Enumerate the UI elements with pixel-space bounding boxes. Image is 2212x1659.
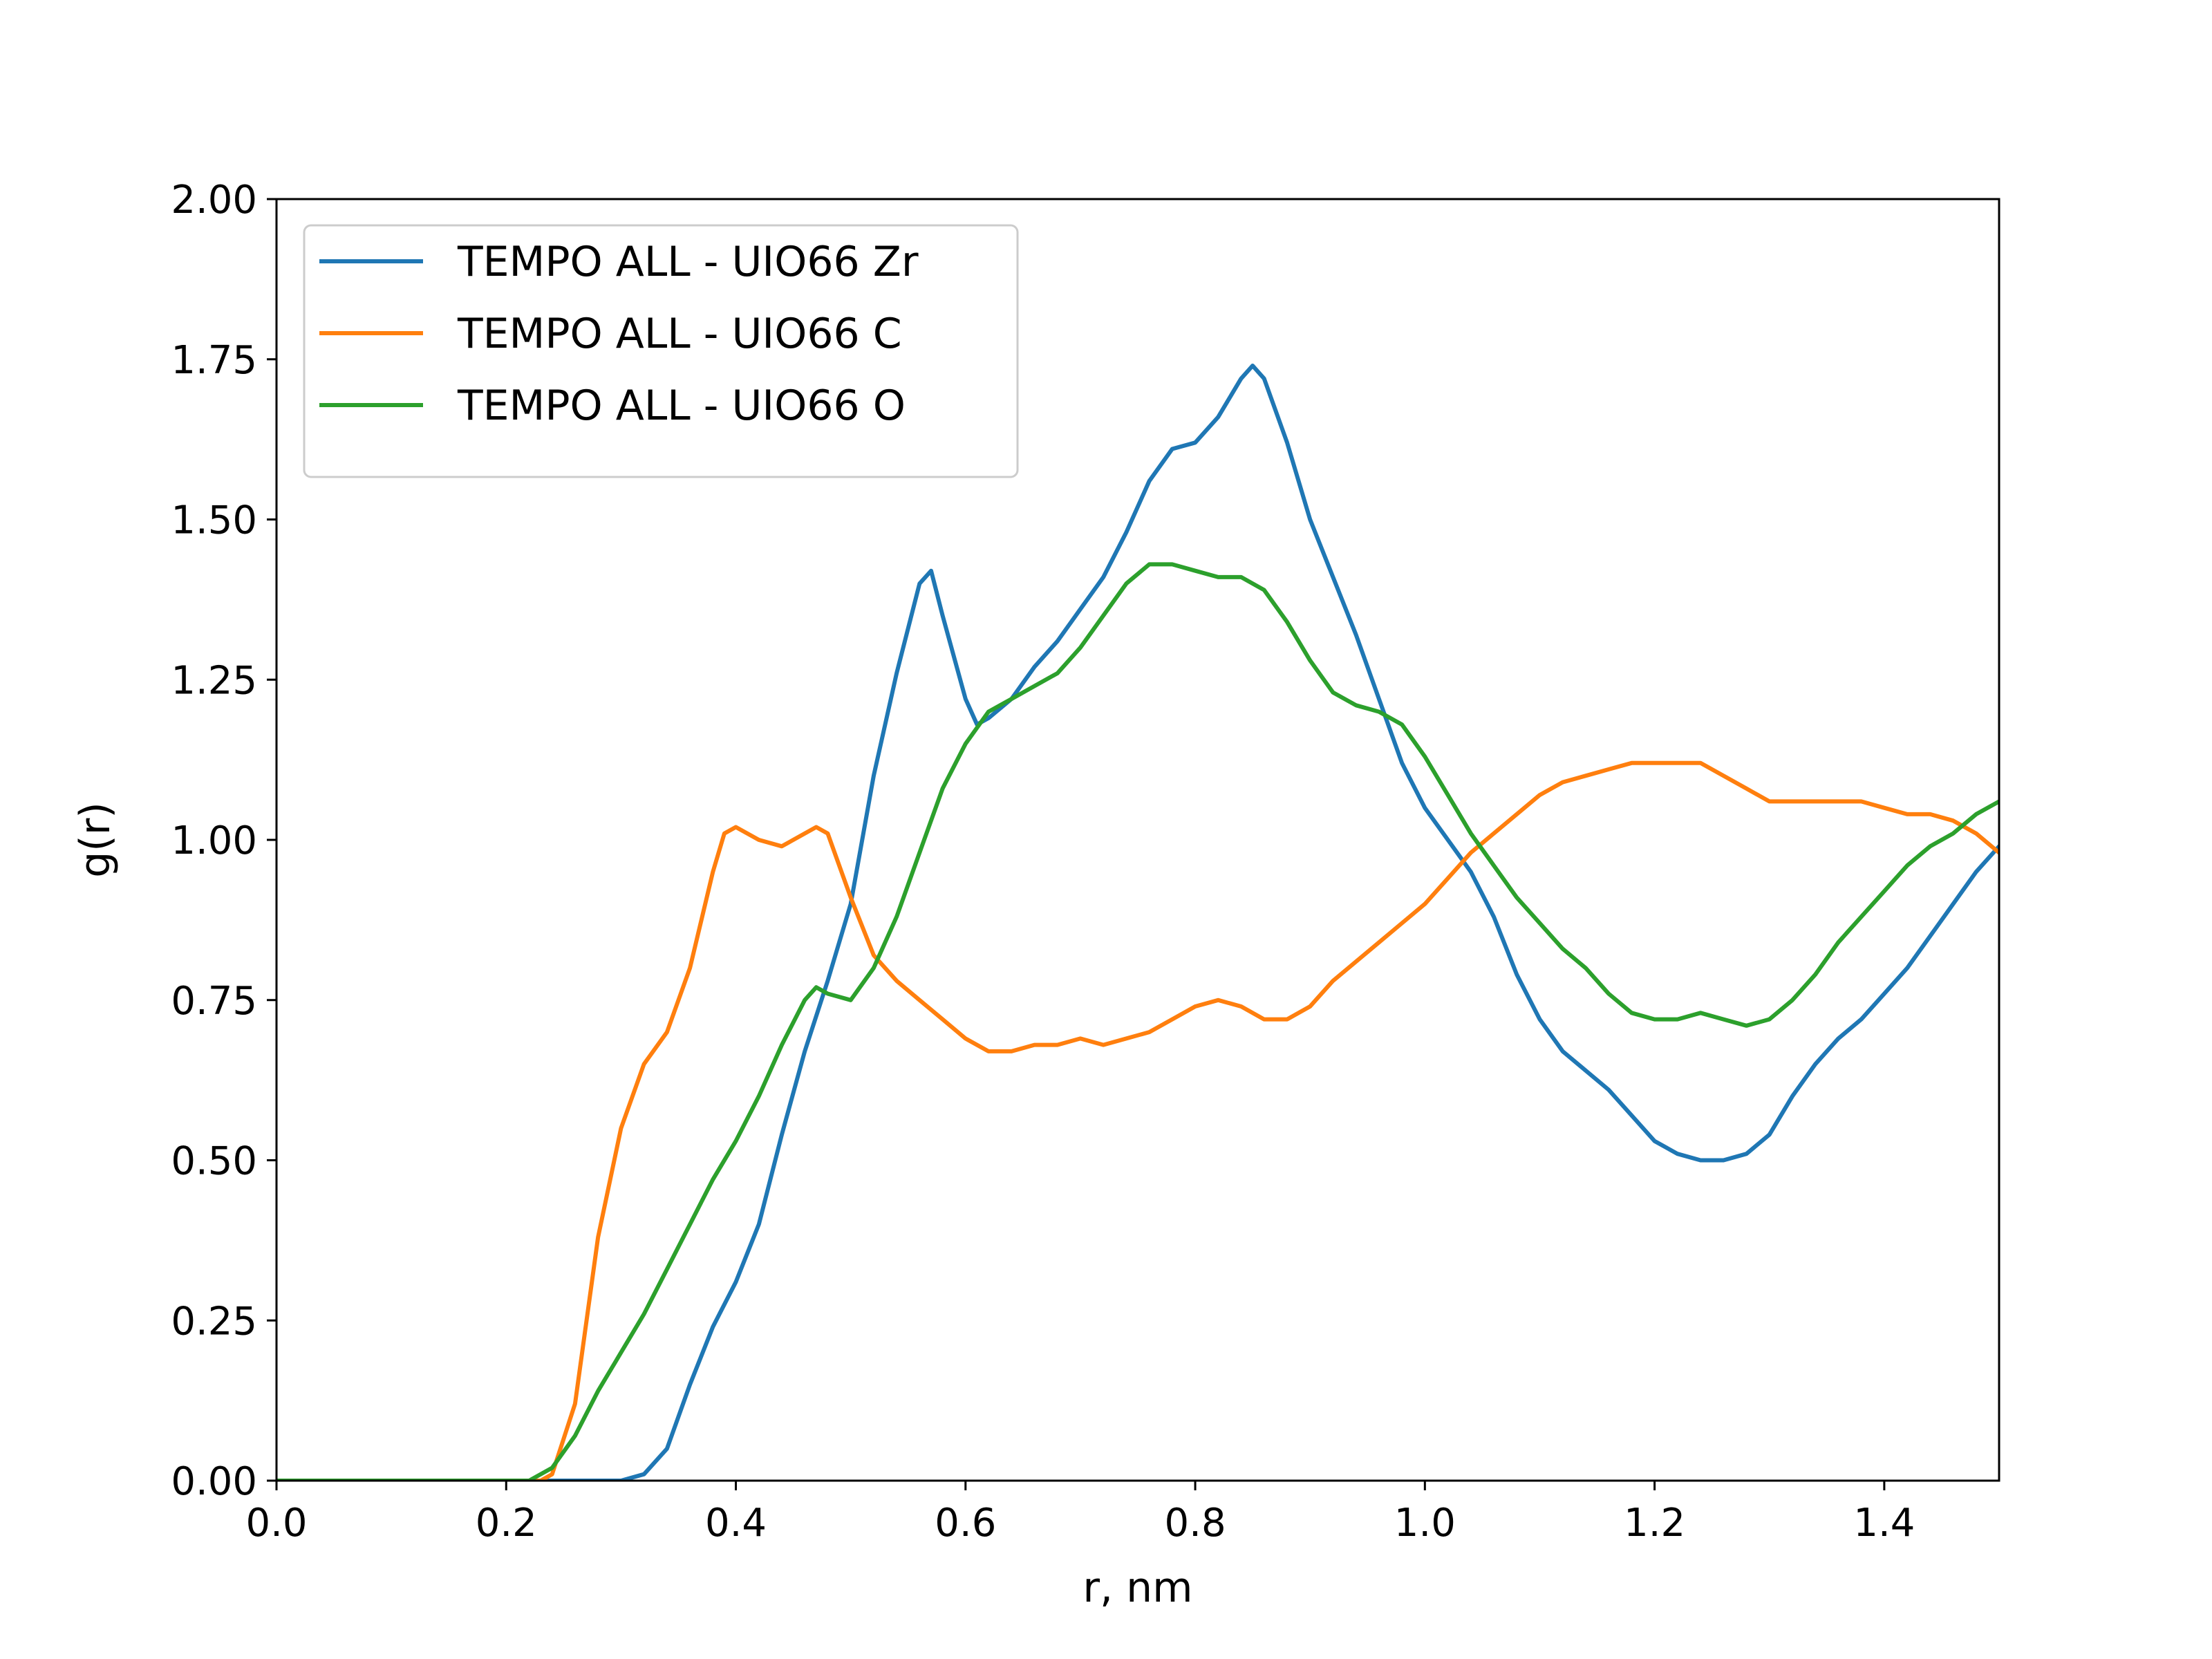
- series-line-3: [276, 562, 1999, 1481]
- x-axis-label: r, nm: [1082, 1564, 1192, 1612]
- y-tick-label: 2.00: [171, 178, 257, 223]
- series-line-1: [276, 364, 1999, 1481]
- x-tick-label: 1.2: [1624, 1501, 1685, 1546]
- y-tick-label: 0.00: [171, 1459, 257, 1504]
- y-tick-label: 1.50: [171, 498, 257, 543]
- legend-box: [303, 224, 1019, 478]
- y-tick-label: 1.75: [171, 338, 257, 383]
- axes-frame: [275, 198, 2000, 1482]
- legend-label: TEMPO ALL - UIO66 Zr: [457, 238, 919, 286]
- x-tick-label: 0.0: [245, 1501, 307, 1546]
- x-tick-label: 0.6: [935, 1501, 996, 1546]
- y-tick-label: 0.75: [171, 979, 257, 1024]
- y-tick-label: 0.50: [171, 1139, 257, 1184]
- y-axis-label: g(r): [71, 802, 120, 878]
- y-axis-ticks: 0.00 0.25 0.50 0.75 1.00 1.25 1.50 1.75 2.00: [171, 178, 276, 1504]
- x-tick-label: 0.2: [476, 1501, 537, 1546]
- x-tick-label: 1.4: [1853, 1501, 1915, 1546]
- x-axis-ticks: 0.0 0.2 0.4 0.6 0.8 1.0 1.2 1.4: [245, 1481, 1915, 1546]
- legend: TEMPO ALL - UIO66 Zr TEMPO ALL - UIO66 C T…: [303, 224, 1019, 478]
- y-tick-label: 1.25: [171, 658, 257, 703]
- y-tick-label: 1.00: [171, 818, 257, 863]
- x-tick-label: 0.4: [705, 1501, 767, 1546]
- x-tick-label: 1.0: [1394, 1501, 1456, 1546]
- y-tick-label: 0.25: [171, 1299, 257, 1344]
- plot-lines: [276, 364, 1999, 1481]
- x-tick-label: 0.8: [1165, 1501, 1226, 1546]
- legend-label: TEMPO ALL - UIO66 O: [457, 382, 906, 430]
- legend-label: TEMPO ALL - UIO66 C: [457, 310, 902, 358]
- series-line-2: [276, 760, 1999, 1481]
